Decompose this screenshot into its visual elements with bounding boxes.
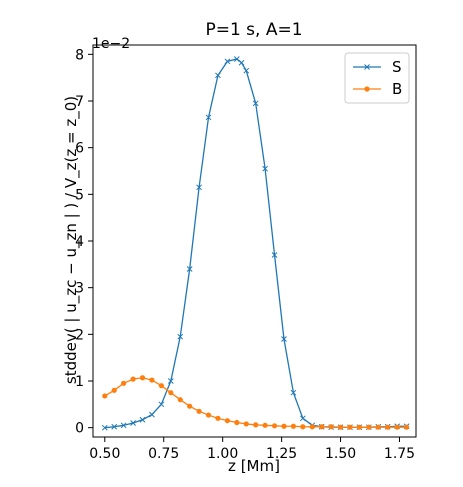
chart-title: P=1 s, A=1 <box>205 20 302 40</box>
data-point-B <box>139 375 146 381</box>
data-point-S <box>281 336 287 342</box>
data-point-S <box>205 114 212 121</box>
x-tick-label: 0.50 <box>89 446 120 462</box>
data-point-B <box>168 390 174 396</box>
data-point-S <box>252 100 259 107</box>
data-point-B <box>262 422 268 428</box>
data-point-B <box>319 424 325 430</box>
data-point-S <box>111 423 118 430</box>
data-point-B <box>158 383 164 389</box>
y-tick-label: 0 <box>75 421 84 437</box>
x-tick-label: 1.00 <box>207 446 238 462</box>
y-axis-label: stddev( | u_zc − u_zn | ) / V_z(z = z_0) <box>62 96 81 384</box>
data-point-S <box>177 333 184 340</box>
data-point-B <box>385 424 391 430</box>
data-point-B <box>121 380 127 386</box>
data-point-S <box>186 266 193 272</box>
data-point-B <box>177 397 183 403</box>
data-point-B <box>337 424 344 430</box>
y-tick-label: 6 <box>75 141 84 157</box>
legend-marker-B <box>364 86 370 92</box>
x-tick-label: 1.75 <box>384 446 415 462</box>
data-point-S <box>290 389 297 396</box>
data-point-B <box>394 424 400 430</box>
y-offset-label: 1e−2 <box>92 36 130 52</box>
data-point-S <box>101 424 108 431</box>
data-point-B <box>111 387 117 393</box>
data-point-B <box>375 424 381 430</box>
data-point-S <box>271 252 278 258</box>
data-point-B <box>215 415 221 421</box>
y-tick-label: 3 <box>75 281 84 297</box>
data-point-B <box>271 423 278 429</box>
legend: SB <box>344 52 410 104</box>
data-point-B <box>253 422 259 428</box>
data-point-S <box>224 58 231 65</box>
data-point-B <box>205 412 212 418</box>
y-tick-label: 5 <box>75 187 84 203</box>
x-tick-label: 0.75 <box>148 446 179 462</box>
legend-box <box>344 52 410 104</box>
data-point-B <box>234 419 240 426</box>
data-point-B <box>149 377 155 383</box>
data-point-S <box>215 72 221 79</box>
legend-marker-S <box>364 64 370 70</box>
legend-label-B: B <box>392 80 402 98</box>
data-point-B <box>281 423 287 429</box>
data-point-S <box>243 67 250 74</box>
data-point-B <box>300 424 306 430</box>
data-point-S <box>196 184 202 191</box>
y-tick-label: 7 <box>75 94 84 110</box>
data-point-B <box>366 424 372 430</box>
y-tick-label: 2 <box>75 327 84 343</box>
data-point-B <box>187 403 193 409</box>
plot-frame <box>92 44 417 438</box>
data-point-S <box>167 378 174 384</box>
data-point-B <box>196 408 202 414</box>
data-point-S <box>130 420 136 426</box>
y-tick-label: 8 <box>75 47 84 63</box>
legend-label-S: S <box>392 58 402 76</box>
data-point-S <box>139 416 146 423</box>
data-point-B <box>243 421 249 427</box>
x-tick-label: 1.25 <box>266 446 297 462</box>
data-point-B <box>290 423 297 429</box>
data-point-S <box>238 59 245 66</box>
data-point-S <box>299 415 306 422</box>
data-point-B <box>328 424 334 430</box>
x-tick-label: 1.50 <box>325 446 356 462</box>
series-line-S <box>104 58 407 429</box>
data-point-S <box>120 422 127 429</box>
data-point-B <box>347 424 353 430</box>
y-tick-label: 4 <box>75 234 84 250</box>
data-point-B <box>130 376 136 382</box>
data-point-B <box>356 424 363 430</box>
data-point-S <box>149 411 155 418</box>
data-point-S <box>233 56 240 62</box>
data-point-B <box>224 418 230 424</box>
series-line-B <box>104 377 407 428</box>
y-tick-label: 1 <box>75 374 84 390</box>
y-axis-label-text: stddev( | u_zc − u_zn | ) / V_z(z = z_0) <box>62 96 81 384</box>
data-point-S <box>158 401 165 408</box>
data-point-B <box>403 424 410 430</box>
data-point-B <box>102 393 108 399</box>
data-point-S <box>262 165 268 172</box>
data-point-B <box>309 424 315 430</box>
x-axis-label: z [Mm] <box>228 457 280 475</box>
